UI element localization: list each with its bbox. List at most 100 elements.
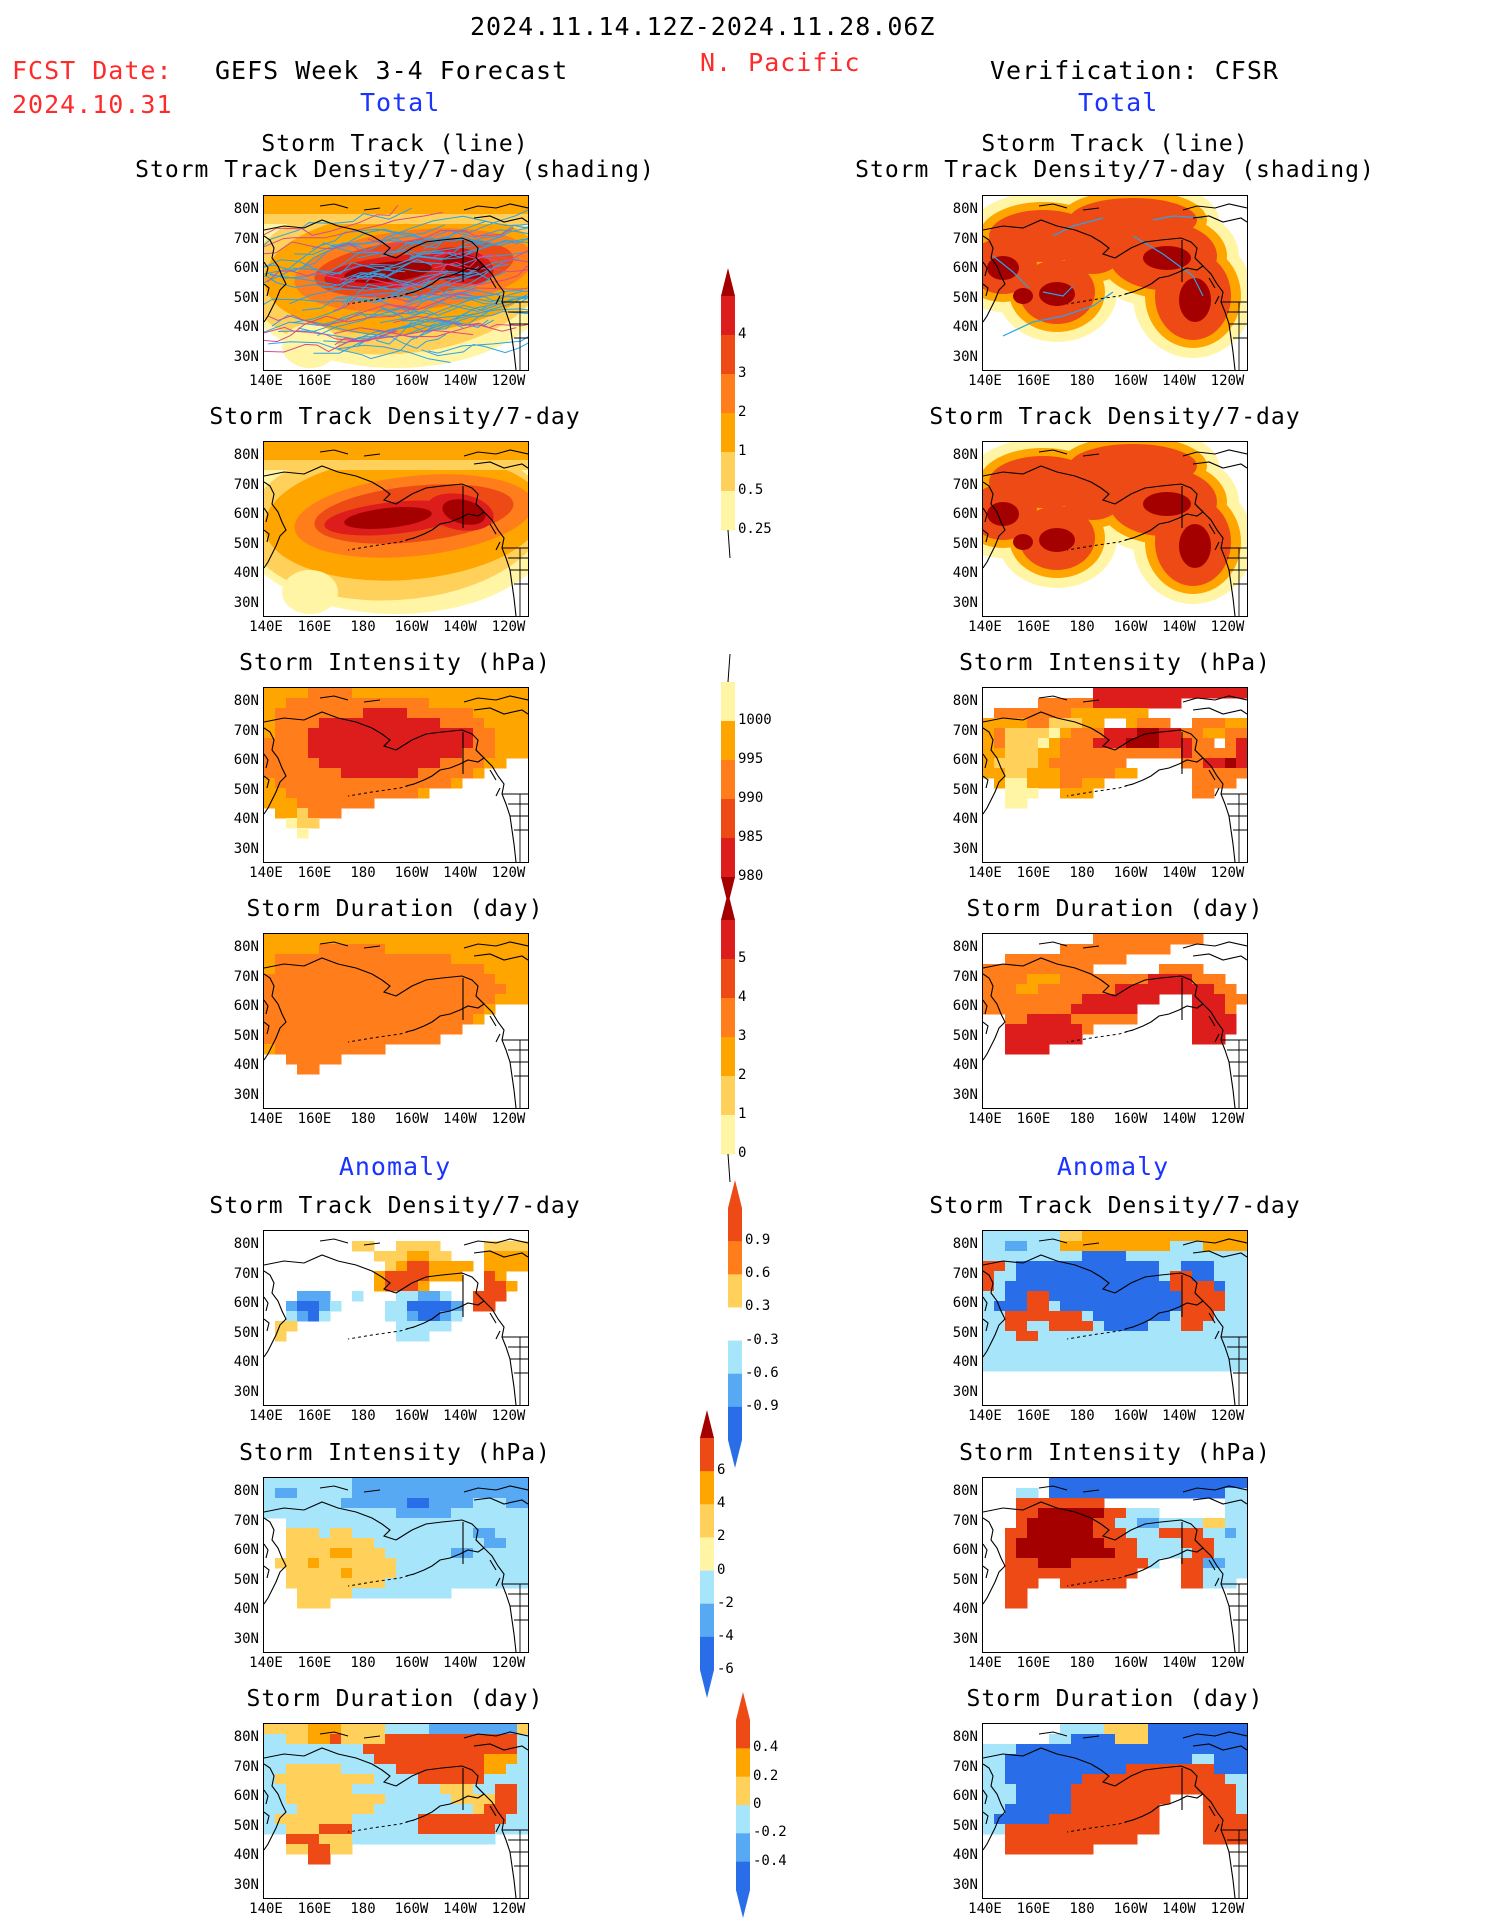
right-anomaly-label: Anomaly [1056,1152,1170,1181]
lat-tick-label: 30N [233,840,259,857]
lat-tick-label: 40N [233,1057,259,1073]
lat-tick-label: 40N [233,565,259,581]
intensity-anomaly-colorbar [700,1410,714,1698]
lon-tick-label: 140W [1162,373,1196,389]
fcst-date-label: FCST Date: [12,56,173,85]
verification-density-anomaly-map [982,1230,1248,1406]
density-anomaly-colorbar [728,1180,742,1468]
lon-tick-label: 140W [1162,865,1196,881]
lat-tick-label: 70N [952,722,978,739]
lon-tick-label: 140W [1162,619,1196,635]
lat-tick-label: 60N [233,260,259,276]
lon-tick-label: 140E [968,1111,1002,1127]
lon-tick-label: 140W [443,1408,477,1424]
intensity-anomaly-colorbar-label: -2 [717,1594,734,1611]
lat-tick-label: 50N [233,1324,259,1341]
lon-tick-label: 120W [1210,1408,1245,1424]
lon-tick-label: 160W [394,865,429,881]
duration-anomaly-colorbar [736,1692,750,1918]
lon-tick-label: 160W [394,1111,429,1127]
lon-tick-label: 140E [968,1901,1002,1917]
lon-tick-label: 140E [249,373,283,389]
duration-anomaly-colorbar-label: -0.4 [753,1852,787,1869]
lon-tick-label: 180 [350,1111,376,1127]
lon-tick-label: 160E [297,865,332,881]
m-r3-field [983,688,1247,862]
intensity-anomaly-colorbar-label: 0 [717,1561,726,1578]
intensity-anomaly-colorbar-label: 4 [717,1495,726,1512]
right-row3-title: Storm Intensity (hPa) [959,650,1271,676]
duration-anomaly-colorbar-label: -0.2 [753,1824,787,1841]
lat-tick-label: 80N [233,201,259,217]
lat-tick-label: 40N [952,565,978,581]
lon-tick-label: 120W [491,373,526,389]
right-total-label: Total [1078,88,1159,117]
forecast-storm-intensity-map [263,687,529,863]
lon-tick-label: 140E [968,1408,1002,1424]
lat-tick-label: 60N [233,506,259,522]
lon-tick-label: 140E [249,1408,283,1424]
lon-tick-label: 140E [968,865,1002,881]
lat-tick-label: 80N [952,693,978,709]
lat-tick-label: 60N [233,998,259,1014]
lat-tick-label: 70N [952,230,978,247]
forecast-title: GEFS Week 3-4 Forecast [215,56,569,85]
right-row2-title: Storm Track Density/7-day [929,404,1301,430]
intensity-anomaly-colorbar-label: -6 [717,1661,734,1677]
lon-tick-label: 120W [491,865,526,881]
lon-tick-label: 120W [1210,1655,1245,1671]
density-colorbar-label: 1 [738,443,747,459]
m-l1-field [264,196,528,370]
lat-tick-label: 40N [233,1847,259,1863]
intensity-anomaly-colorbar-label: 6 [717,1462,726,1479]
density-anomaly-colorbar-label: -0.3 [745,1331,779,1348]
lon-tick-label: 160W [1113,1408,1148,1424]
left-row1-title-line2: Storm Track Density/7-day (shading) [135,157,655,183]
right-row7-title: Storm Duration (day) [966,1686,1264,1712]
density-colorbar [721,268,735,559]
lat-tick-label: 40N [233,319,259,335]
lat-tick-label: 70N [233,968,259,985]
lon-tick-label: 180 [1069,865,1095,881]
lat-tick-label: 30N [952,840,978,857]
lat-tick-label: 70N [952,1265,978,1282]
intensity-colorbar-label: 995 [738,751,764,767]
lon-tick-label: 160E [297,1901,332,1917]
lon-tick-label: 180 [1069,619,1095,635]
lon-tick-label: 140E [968,619,1002,635]
left-row7-title: Storm Duration (day) [246,1686,544,1712]
lat-tick-label: 70N [233,722,259,739]
lat-tick-label: 30N [952,1630,978,1647]
duration-colorbar-label: 4 [738,989,747,1005]
lat-tick-label: 70N [233,230,259,247]
lon-tick-label: 140E [249,619,283,635]
lat-tick-label: 70N [233,1758,259,1775]
lon-tick-label: 140E [249,1901,283,1917]
lat-tick-label: 30N [233,348,259,365]
lat-tick-label: 50N [952,289,978,306]
lon-tick-label: 180 [1069,1655,1095,1671]
lon-tick-label: 160E [297,1408,332,1424]
lon-tick-label: 160E [1016,619,1051,635]
lon-tick-label: 140W [443,1111,477,1127]
forecast-duration-anomaly-map [263,1723,529,1899]
verification-storm-duration-map [982,933,1248,1109]
density-colorbar-label: 0.5 [738,482,764,498]
lon-tick-label: 120W [1210,865,1245,881]
lon-tick-label: 140W [443,1901,477,1917]
lon-tick-label: 160E [1016,1655,1051,1671]
lat-tick-label: 60N [952,506,978,522]
lon-tick-label: 140W [1162,1111,1196,1127]
date-range-title: 2024.11.14.12Z-2024.11.28.06Z [470,12,936,41]
duration-anomaly-colorbar-label: 0.4 [753,1739,779,1756]
m-l7-field [264,1724,528,1898]
lat-tick-label: 50N [233,1817,259,1834]
duration-colorbar-label: 1 [738,1106,747,1122]
verification-title: Verification: CFSR [990,56,1279,85]
intensity-colorbar-label: 1000 [738,712,772,728]
density-anomaly-colorbar-label: 0.6 [745,1265,771,1282]
lat-tick-label: 80N [233,939,259,955]
lon-tick-label: 140W [443,619,477,635]
lat-tick-label: 70N [952,968,978,985]
m-r5-field [983,1231,1247,1405]
